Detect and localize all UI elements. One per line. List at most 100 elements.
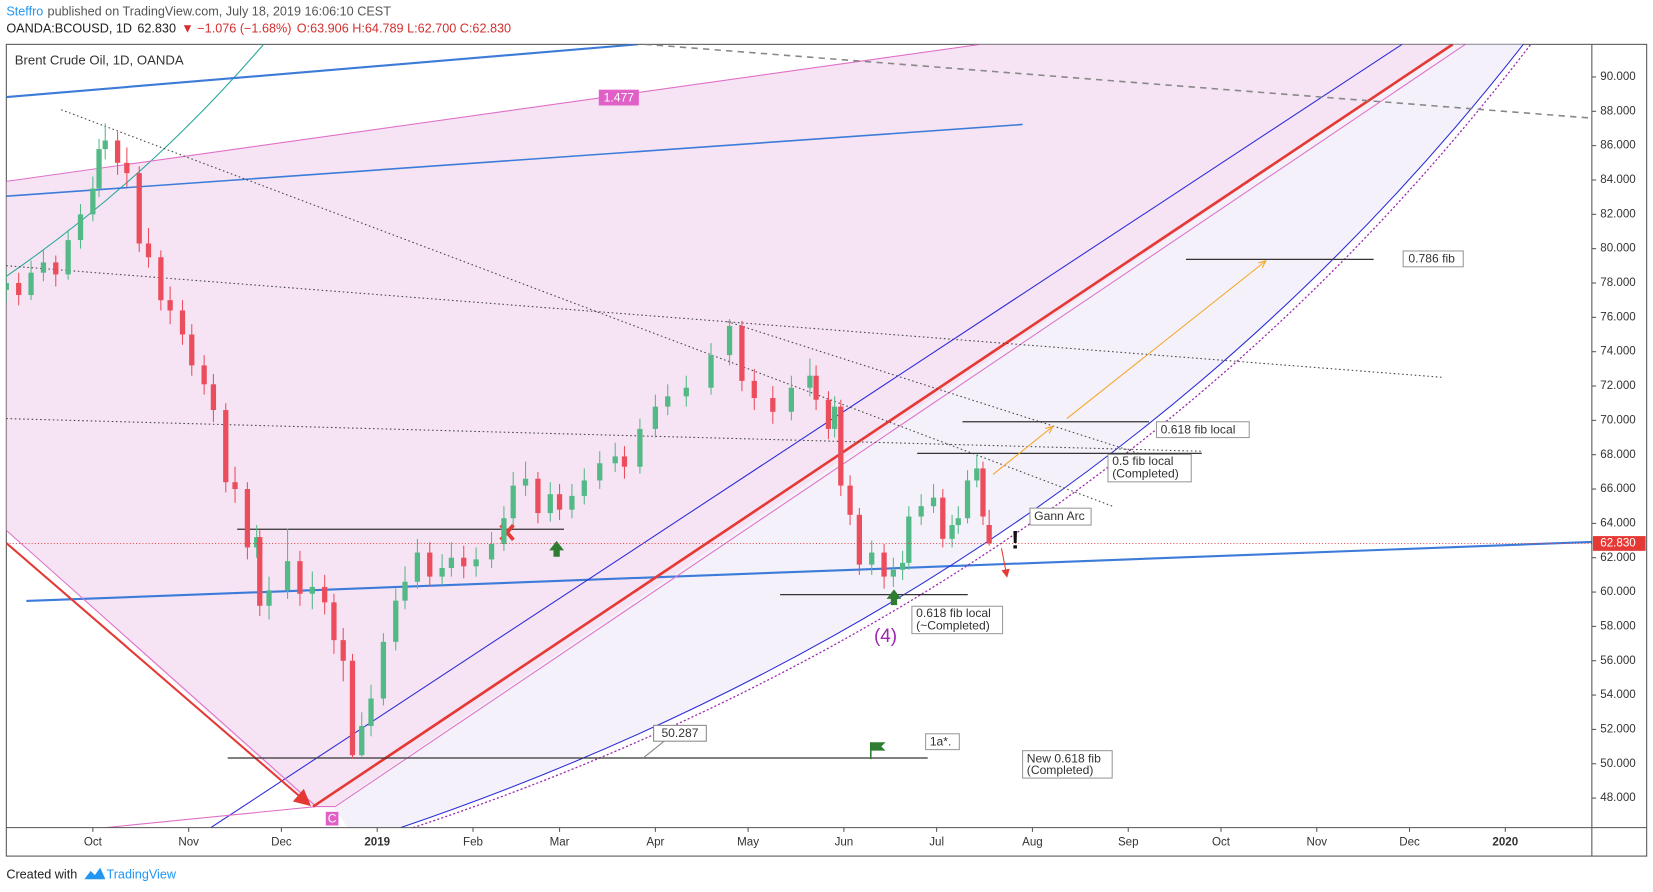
ohlc: O:63.906 H:64.789 L:62.700 C:62.830 xyxy=(297,22,511,36)
y-tick-label: 70.000 xyxy=(1600,414,1635,426)
chart-title: Brent Crude Oil, 1D, OANDA xyxy=(15,53,184,68)
orange-arrow xyxy=(1066,262,1265,420)
candle-body xyxy=(427,552,433,577)
candle-body xyxy=(597,463,603,481)
candle-body xyxy=(726,325,733,356)
footer-created: Created with xyxy=(6,867,77,881)
annotation: (4) xyxy=(874,626,897,647)
candle-body xyxy=(980,468,986,517)
candle-body xyxy=(322,586,328,603)
candle-body xyxy=(266,590,272,606)
candle-body xyxy=(6,283,9,290)
footer-brand[interactable]: TradingView xyxy=(106,867,176,881)
candle-body xyxy=(90,188,96,215)
candle-body xyxy=(807,375,813,388)
candle-body xyxy=(501,518,507,544)
candle-body xyxy=(368,698,374,726)
candle-body xyxy=(77,214,84,241)
candle-body xyxy=(708,355,714,388)
dotted-line xyxy=(6,418,1202,452)
candle-body xyxy=(621,456,628,467)
y-tick-label: 58.000 xyxy=(1600,620,1635,632)
last-price-label: 62.830 xyxy=(1600,538,1635,550)
candle-body xyxy=(831,406,838,429)
candle-body xyxy=(869,552,875,565)
y-tick-label: 52.000 xyxy=(1600,723,1635,735)
candle-body xyxy=(751,380,757,399)
x-tick-label: Dec xyxy=(1399,836,1420,848)
candle-body xyxy=(244,489,251,548)
y-tick-label: 56.000 xyxy=(1600,655,1635,667)
candle-body xyxy=(297,561,303,594)
annotation: (Completed) xyxy=(1027,763,1094,777)
annotation: 1.477 xyxy=(604,90,635,104)
x-tick-label: Sep xyxy=(1118,836,1139,848)
candle-body xyxy=(665,396,671,407)
candle-body xyxy=(569,495,575,510)
price: 62.830 xyxy=(137,22,176,36)
annotation-box xyxy=(1107,453,1192,483)
candle-body xyxy=(488,543,495,560)
x-tick-label: Jun xyxy=(835,836,854,848)
candle-body xyxy=(899,562,906,570)
y-tick-label: 80.000 xyxy=(1600,243,1635,255)
gann-arc-dotted xyxy=(413,44,1532,828)
candle-body xyxy=(770,398,776,412)
x-tick-label: Dec xyxy=(271,836,292,848)
candle-body xyxy=(414,552,421,582)
candle-body xyxy=(652,406,659,429)
candle-body xyxy=(964,480,971,519)
annotation-box xyxy=(1155,421,1250,439)
logo xyxy=(84,867,106,880)
dashed-line xyxy=(645,44,1592,119)
candle-body xyxy=(210,384,217,411)
flag xyxy=(870,742,886,751)
candle-body xyxy=(28,272,34,296)
candle-body xyxy=(522,478,529,486)
annotation: 1a*. xyxy=(930,734,952,748)
candle-body xyxy=(40,262,47,273)
annotation-box xyxy=(1402,250,1464,268)
dotted-line xyxy=(6,265,1445,379)
candle-body xyxy=(473,559,479,567)
y-tick-label: 78.000 xyxy=(1600,277,1635,289)
candle-body xyxy=(359,725,365,756)
symbol: OANDA:BCOUSD, 1D xyxy=(6,22,132,36)
candle-body xyxy=(788,387,794,412)
candle-body xyxy=(65,240,71,275)
candle-body xyxy=(254,537,260,548)
candle-body xyxy=(102,140,108,150)
annotation: ! xyxy=(1011,527,1019,555)
y-tick-label: 76.000 xyxy=(1600,311,1635,323)
annotation-box xyxy=(925,733,960,751)
candle-body xyxy=(856,514,862,565)
annotation: 0.786 fib xyxy=(1408,252,1455,266)
pink-line xyxy=(334,44,1466,807)
annotation-box xyxy=(325,811,339,826)
last-price-box xyxy=(1592,536,1646,551)
annotation: Gann Arc xyxy=(1034,509,1084,523)
candle-body xyxy=(612,456,618,464)
candle-body xyxy=(309,586,315,594)
annotation-box xyxy=(911,605,1004,635)
annotations: 1.477 0.786 fib 0.618 fib local 0.5 fib loc… xyxy=(325,89,1464,826)
candle-body xyxy=(201,365,207,385)
candle-body xyxy=(683,387,689,397)
candle-body xyxy=(535,478,541,514)
candle-body xyxy=(556,494,563,510)
trend-line xyxy=(6,44,638,99)
annotation: (~Completed) xyxy=(916,618,990,632)
candle-body xyxy=(881,552,887,577)
candle-body xyxy=(340,640,346,661)
candle-body xyxy=(257,537,263,606)
annotation: C xyxy=(328,811,337,825)
annotation-box xyxy=(1029,507,1092,526)
candle-body xyxy=(637,428,643,467)
candle-body xyxy=(906,516,912,563)
y-tick-label: 66.000 xyxy=(1600,483,1635,495)
candle-body xyxy=(847,485,853,515)
author[interactable]: Steffro xyxy=(6,5,43,19)
x-tick-label: 2020 xyxy=(1492,836,1518,848)
